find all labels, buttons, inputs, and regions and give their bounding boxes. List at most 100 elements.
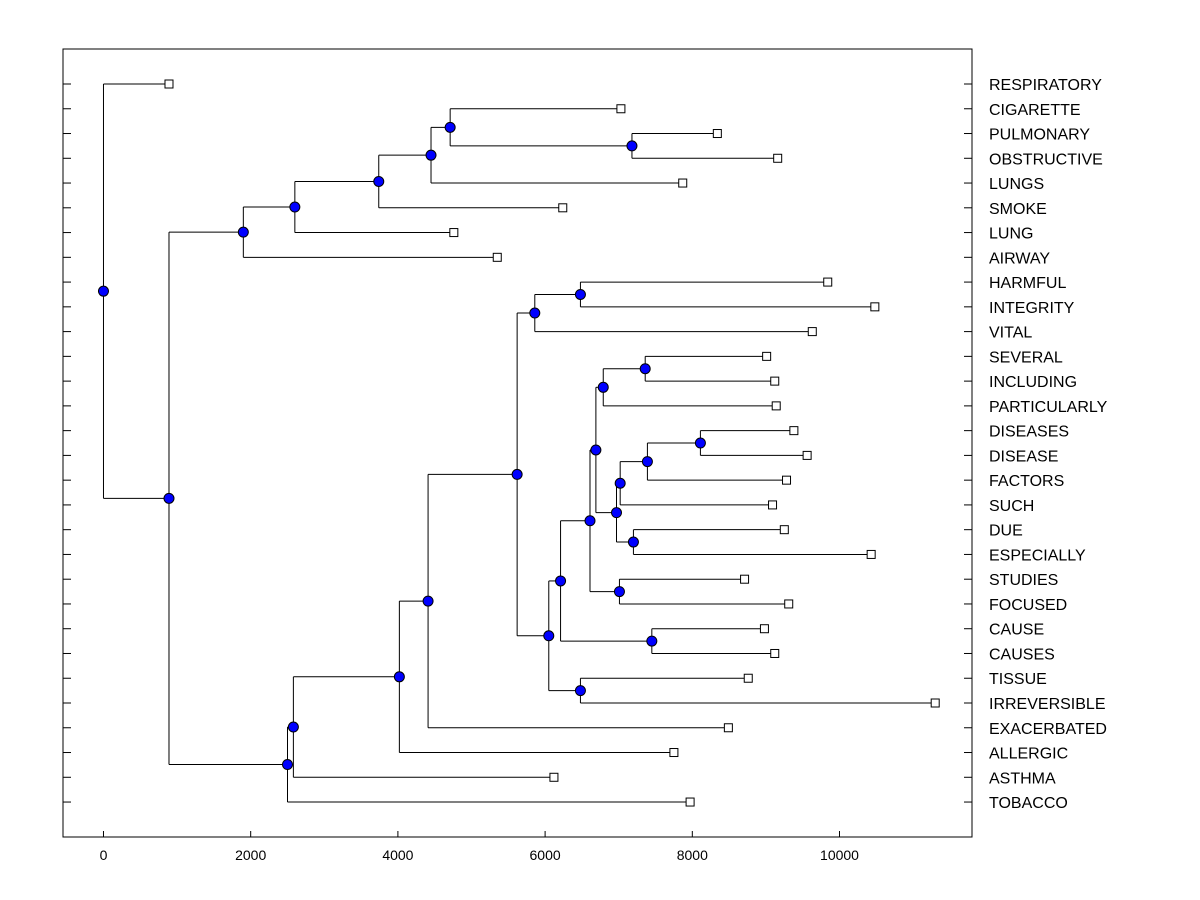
- leaf-label: CAUSE: [989, 622, 1044, 639]
- plot-frame: [62, 48, 973, 838]
- merge-node-marker: [281, 759, 293, 771]
- leaf-label: DISEASES: [989, 424, 1069, 441]
- merge-node-marker: [626, 140, 638, 152]
- leaf-marker: [807, 327, 817, 337]
- leaf-label: FACTORS: [989, 473, 1064, 490]
- leaf-marker: [802, 450, 812, 460]
- leaf-label: RESPIRATORY: [989, 77, 1102, 94]
- leaf-label: ASTHMA: [989, 770, 1056, 787]
- leaf-label: PARTICULARLY: [989, 399, 1108, 416]
- merge-node-marker: [610, 507, 622, 519]
- merge-node-marker: [287, 721, 299, 733]
- leaf-label: INTEGRITY: [989, 300, 1075, 317]
- merge-node-marker: [627, 536, 639, 548]
- leaf-marker: [558, 203, 568, 213]
- merge-node-marker: [425, 149, 437, 161]
- leaf-label: VITAL: [989, 325, 1032, 342]
- leaf-label: TISSUE: [989, 671, 1047, 688]
- merge-node-marker: [614, 477, 626, 489]
- leaf-label: DISEASE: [989, 448, 1058, 465]
- leaf-marker: [870, 302, 880, 312]
- x-tick-label: 2000: [235, 847, 266, 863]
- merge-node-marker: [289, 201, 301, 213]
- x-tick-label: 0: [100, 847, 108, 863]
- leaf-label: CAUSES: [989, 646, 1055, 663]
- merge-node-marker: [555, 575, 567, 587]
- leaf-marker: [770, 376, 780, 386]
- x-tick-label: 10000: [820, 847, 859, 863]
- leaf-marker: [866, 549, 876, 559]
- merge-node-marker: [641, 456, 653, 468]
- leaf-label: SMOKE: [989, 201, 1047, 218]
- merge-node-marker: [529, 307, 541, 319]
- leaf-label: HARMFUL: [989, 275, 1066, 292]
- leaf-marker: [669, 748, 679, 758]
- leaf-label: PULMONARY: [989, 127, 1090, 144]
- leaf-marker: [770, 648, 780, 658]
- merge-node-marker: [584, 515, 596, 527]
- leaf-label: SEVERAL: [989, 349, 1063, 366]
- leaf-marker: [930, 698, 940, 708]
- leaf-label: STUDIES: [989, 572, 1058, 589]
- merge-node-marker: [639, 363, 651, 375]
- leaf-label: INCLUDING: [989, 374, 1077, 391]
- merge-node-marker: [373, 175, 385, 187]
- leaf-marker: [782, 475, 792, 485]
- leaf-label: IRREVERSIBLE: [989, 696, 1105, 713]
- leaf-label: EXACERBATED: [989, 721, 1107, 738]
- merge-node-marker: [694, 437, 706, 449]
- leaf-marker: [723, 723, 733, 733]
- x-tick-label: 4000: [382, 847, 413, 863]
- leaf-marker: [789, 426, 799, 436]
- merge-node-marker: [393, 671, 405, 683]
- leaf-marker: [740, 574, 750, 584]
- merge-node-marker: [543, 630, 555, 642]
- merge-node-marker: [574, 288, 586, 300]
- leaf-marker: [549, 772, 559, 782]
- merge-node-marker: [574, 685, 586, 697]
- leaf-label: ALLERGIC: [989, 746, 1068, 763]
- merge-node-marker: [590, 444, 602, 456]
- x-tick-label: 8000: [677, 847, 708, 863]
- leaf-marker: [759, 624, 769, 634]
- leaf-label: CIGARETTE: [989, 102, 1081, 119]
- leaf-marker: [616, 104, 626, 114]
- merge-node-marker: [597, 381, 609, 393]
- merge-node-marker: [97, 285, 109, 297]
- leaf-marker: [492, 252, 502, 262]
- x-tick-label: 6000: [530, 847, 561, 863]
- leaf-marker: [743, 673, 753, 683]
- leaf-label: FOCUSED: [989, 597, 1067, 614]
- leaf-marker: [823, 277, 833, 287]
- labels-layer: RESPIRATORY CIGARETTE PULMONARY OBSTRUCTIVE…: [989, 77, 1108, 812]
- leaf-label: TOBACCO: [989, 795, 1068, 812]
- leaf-label: AIRWAY: [989, 250, 1050, 267]
- markers-layer: [97, 79, 940, 807]
- merge-node-marker: [237, 226, 249, 238]
- merge-node-marker: [646, 635, 658, 647]
- leaf-marker: [773, 153, 783, 163]
- leaf-marker: [762, 351, 772, 361]
- leaf-label: ESPECIALLY: [989, 547, 1086, 564]
- leaf-marker: [164, 79, 174, 89]
- leaf-label: DUE: [989, 523, 1023, 540]
- leaf-marker: [449, 228, 459, 238]
- ticks-layer: 0 2000 4000 6000 8000 10000: [63, 83, 972, 863]
- leaf-label: OBSTRUCTIVE: [989, 151, 1103, 168]
- leaf-label: SUCH: [989, 498, 1034, 515]
- leaf-marker: [685, 797, 695, 807]
- leaf-marker: [768, 500, 778, 510]
- leaf-label: LUNGS: [989, 176, 1044, 193]
- leaf-label: LUNG: [989, 226, 1033, 243]
- merge-node-marker: [422, 595, 434, 607]
- merge-node-marker: [163, 492, 175, 504]
- leaf-marker: [784, 599, 794, 609]
- leaf-marker: [712, 129, 722, 139]
- leaf-marker: [779, 525, 789, 535]
- merge-node-marker: [511, 468, 523, 480]
- leaf-marker: [771, 401, 781, 411]
- merge-node-marker: [444, 121, 456, 133]
- leaf-marker: [678, 178, 688, 188]
- merge-node-marker: [613, 586, 625, 598]
